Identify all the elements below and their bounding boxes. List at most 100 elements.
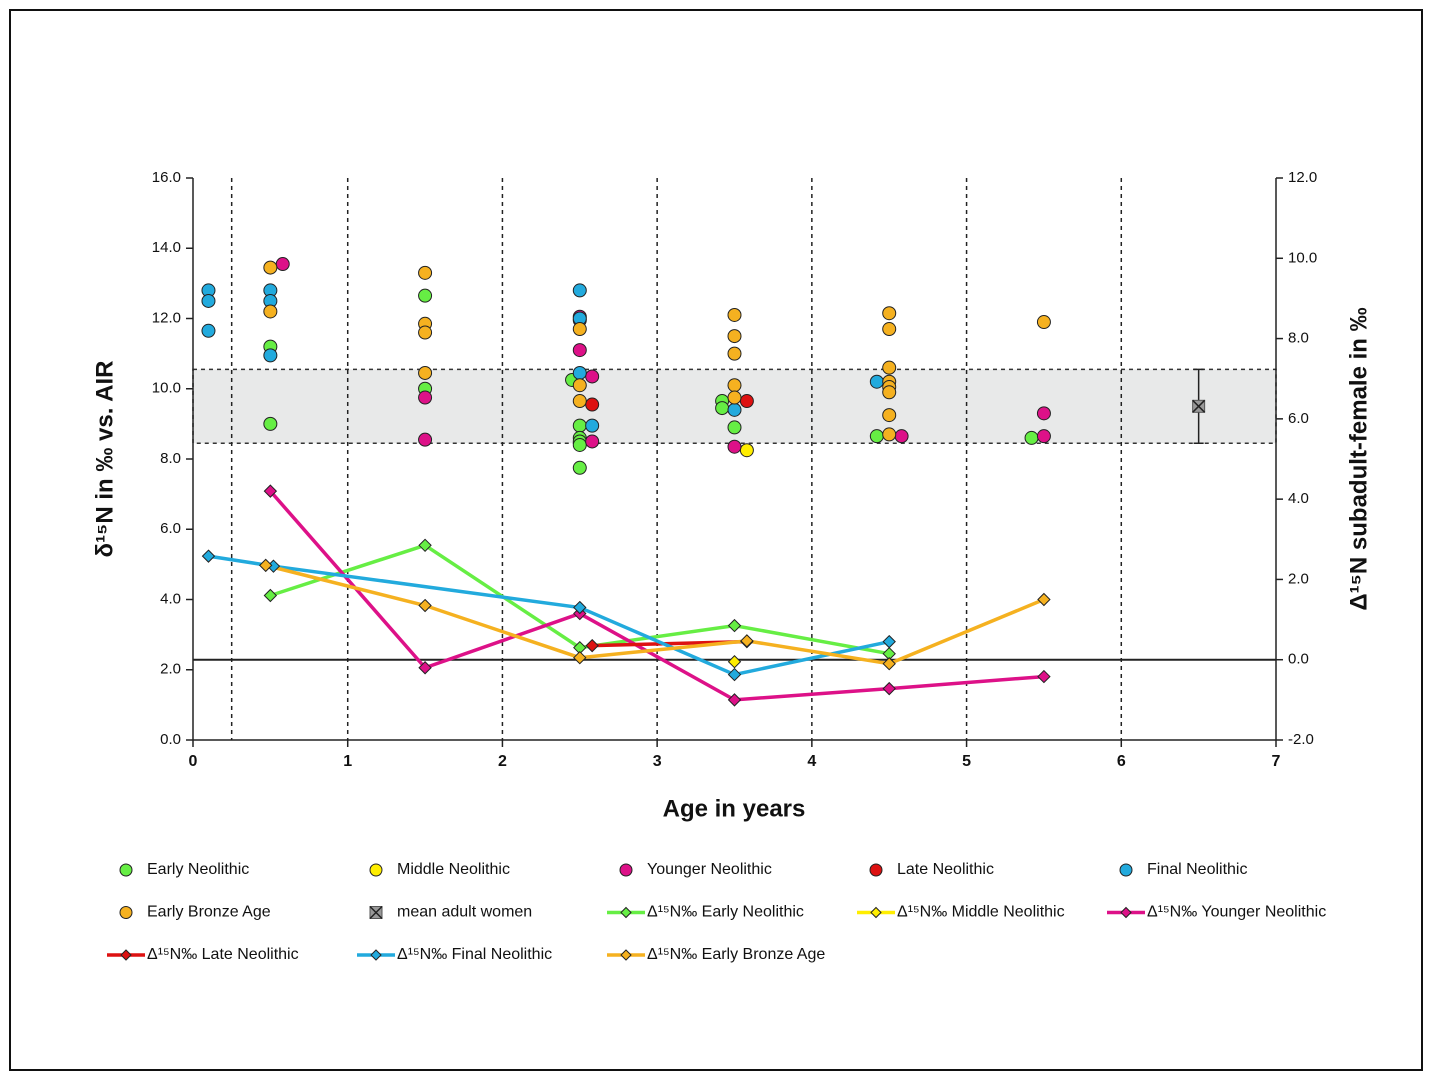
point bbox=[585, 434, 600, 449]
point bbox=[882, 322, 897, 337]
point bbox=[727, 307, 742, 322]
legend-marker bbox=[369, 863, 383, 877]
x-axis-title: Age in years bbox=[663, 795, 806, 822]
series-line bbox=[265, 563, 1045, 666]
point bbox=[263, 416, 278, 431]
point bbox=[1036, 315, 1051, 330]
legend-label: Δ¹⁵N‰ Middle Neolithic bbox=[897, 904, 1065, 921]
legend-label: Δ¹⁵N‰ Late Neolithic bbox=[147, 946, 299, 963]
point bbox=[727, 346, 742, 361]
legend-label: Δ¹⁵N‰ Early Neolithic bbox=[647, 904, 804, 921]
y-tick-label: 16.0 bbox=[152, 169, 181, 186]
y2-tick-label: 4.0 bbox=[1288, 490, 1309, 507]
point bbox=[275, 257, 290, 272]
point bbox=[418, 390, 433, 405]
point bbox=[418, 365, 433, 380]
legend-marker bbox=[1120, 906, 1132, 919]
point bbox=[263, 348, 278, 363]
point bbox=[727, 618, 742, 633]
point bbox=[740, 634, 754, 648]
legend-marker bbox=[620, 949, 632, 961]
point bbox=[894, 429, 909, 444]
point bbox=[882, 681, 896, 696]
legend-item: Δ¹⁵N‰ Younger Neolithic bbox=[1107, 904, 1326, 921]
legend-label: Δ¹⁵N‰ Younger Neolithic bbox=[1147, 904, 1326, 921]
legend-label: Δ¹⁵N‰ Final Neolithic bbox=[397, 946, 552, 963]
point bbox=[201, 293, 216, 308]
point bbox=[882, 634, 896, 649]
point bbox=[259, 558, 273, 573]
legend-item: Δ¹⁵N‰ Final Neolithic bbox=[357, 946, 552, 963]
y-tick-label: 2.0 bbox=[160, 661, 181, 678]
point bbox=[418, 432, 433, 447]
point bbox=[572, 437, 587, 452]
legend-marker bbox=[619, 863, 633, 877]
y2-tick-label: 2.0 bbox=[1288, 570, 1309, 587]
y2-tick-label: 10.0 bbox=[1288, 249, 1317, 266]
point bbox=[727, 329, 742, 344]
legend-item: Δ¹⁵N‰ Early Bronze Age bbox=[607, 946, 825, 963]
y-tick-label: 0.0 bbox=[160, 731, 181, 748]
point bbox=[882, 385, 897, 400]
point-cross bbox=[1192, 399, 1206, 413]
point bbox=[869, 374, 884, 389]
point bbox=[1037, 592, 1051, 607]
x-tick-label: 5 bbox=[962, 753, 971, 770]
point bbox=[882, 306, 897, 321]
point bbox=[263, 484, 278, 498]
y2-tick-label: 12.0 bbox=[1288, 169, 1317, 186]
legend-item: Younger Neolithic bbox=[619, 861, 772, 878]
point bbox=[418, 661, 432, 675]
point bbox=[201, 323, 216, 338]
legend-label: Middle Neolithic bbox=[397, 861, 510, 878]
point bbox=[585, 397, 600, 412]
point bbox=[418, 288, 433, 303]
legend-label: Younger Neolithic bbox=[647, 861, 772, 878]
point bbox=[418, 325, 433, 340]
point bbox=[585, 638, 599, 653]
y-tick-label: 10.0 bbox=[152, 380, 181, 397]
point bbox=[727, 420, 742, 435]
point bbox=[572, 283, 587, 298]
point bbox=[573, 600, 587, 615]
point bbox=[1037, 669, 1051, 684]
legend-label: Late Neolithic bbox=[897, 861, 994, 878]
point bbox=[1036, 406, 1051, 421]
point bbox=[869, 429, 884, 444]
legend-item: Δ¹⁵N‰ Early Neolithic bbox=[607, 904, 804, 921]
y-tick-label: 6.0 bbox=[160, 520, 181, 537]
x-tick-label: 3 bbox=[653, 753, 662, 770]
point bbox=[1024, 430, 1039, 445]
point bbox=[727, 390, 742, 405]
x-tick-label: 4 bbox=[807, 753, 816, 770]
y2-tick-label: 6.0 bbox=[1288, 410, 1309, 427]
x-tick-label: 6 bbox=[1117, 753, 1126, 770]
point bbox=[572, 394, 587, 409]
x-tick-label: 0 bbox=[189, 753, 198, 770]
point bbox=[727, 655, 742, 669]
legend-marker bbox=[620, 906, 632, 919]
point bbox=[572, 343, 587, 358]
point bbox=[418, 538, 432, 553]
point bbox=[572, 418, 587, 433]
legend-marker bbox=[1119, 863, 1133, 877]
point bbox=[739, 443, 754, 458]
legend-item: Early Neolithic bbox=[119, 861, 249, 878]
y-tick-label: 12.0 bbox=[152, 309, 181, 326]
point bbox=[1192, 399, 1206, 413]
point bbox=[585, 418, 600, 433]
y-tick-label: 8.0 bbox=[160, 450, 181, 467]
frame bbox=[9, 9, 1423, 1071]
x-tick-label: 1 bbox=[343, 753, 352, 770]
point bbox=[263, 304, 278, 319]
legend-item: mean adult women bbox=[369, 904, 532, 921]
legend-item: Δ¹⁵N‰ Middle Neolithic bbox=[857, 904, 1065, 921]
series-line bbox=[269, 489, 1045, 702]
point bbox=[263, 588, 278, 603]
y-axis-title: δ¹⁵N in ‰ vs. AIR bbox=[91, 361, 118, 558]
point bbox=[572, 378, 587, 393]
legend-marker-cross bbox=[369, 905, 383, 920]
point bbox=[882, 657, 896, 671]
legend-item: Middle Neolithic bbox=[369, 861, 510, 878]
